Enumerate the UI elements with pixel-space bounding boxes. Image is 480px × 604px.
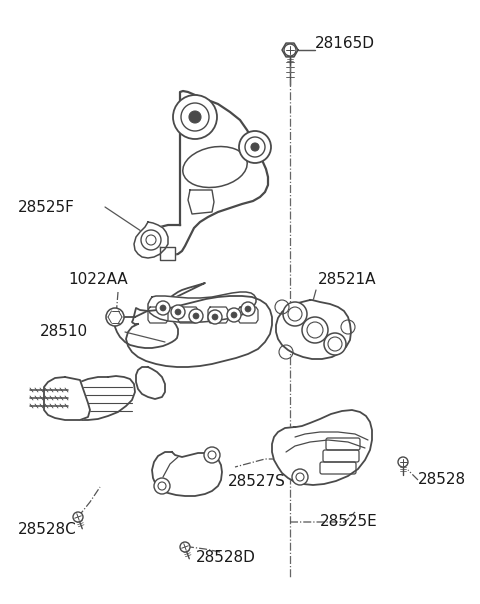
Polygon shape bbox=[160, 247, 175, 260]
Circle shape bbox=[227, 308, 241, 322]
Circle shape bbox=[292, 469, 308, 485]
Circle shape bbox=[398, 457, 408, 467]
Circle shape bbox=[284, 44, 296, 56]
Circle shape bbox=[189, 309, 203, 323]
Circle shape bbox=[241, 302, 255, 316]
Circle shape bbox=[212, 314, 218, 320]
Circle shape bbox=[156, 301, 170, 315]
Polygon shape bbox=[152, 452, 222, 496]
Circle shape bbox=[154, 478, 170, 494]
Text: 28165D: 28165D bbox=[315, 36, 375, 51]
Polygon shape bbox=[272, 410, 372, 485]
Polygon shape bbox=[44, 377, 90, 420]
Circle shape bbox=[171, 305, 185, 319]
Circle shape bbox=[239, 131, 271, 163]
Polygon shape bbox=[136, 367, 165, 399]
Text: 28525E: 28525E bbox=[320, 515, 378, 530]
Polygon shape bbox=[282, 43, 298, 57]
Text: 28528: 28528 bbox=[418, 472, 466, 487]
Circle shape bbox=[160, 305, 166, 311]
Text: 28521A: 28521A bbox=[318, 272, 376, 288]
Polygon shape bbox=[68, 376, 135, 420]
Circle shape bbox=[251, 143, 259, 151]
Circle shape bbox=[283, 302, 307, 326]
Polygon shape bbox=[146, 91, 268, 255]
Text: 28510: 28510 bbox=[40, 324, 88, 339]
Circle shape bbox=[189, 111, 201, 123]
Circle shape bbox=[245, 306, 251, 312]
Circle shape bbox=[204, 447, 220, 463]
Text: 28525F: 28525F bbox=[18, 199, 75, 214]
Polygon shape bbox=[126, 296, 272, 367]
Polygon shape bbox=[115, 283, 205, 348]
Circle shape bbox=[302, 317, 328, 343]
Circle shape bbox=[231, 312, 237, 318]
Polygon shape bbox=[188, 190, 214, 214]
Text: 28528C: 28528C bbox=[18, 522, 77, 538]
Polygon shape bbox=[134, 222, 168, 258]
Circle shape bbox=[324, 333, 346, 355]
Circle shape bbox=[208, 310, 222, 324]
Circle shape bbox=[106, 308, 124, 326]
Circle shape bbox=[173, 95, 217, 139]
Text: 28527S: 28527S bbox=[228, 475, 286, 489]
Circle shape bbox=[141, 230, 161, 250]
Circle shape bbox=[180, 542, 190, 552]
Text: 1022AA: 1022AA bbox=[68, 272, 128, 288]
Polygon shape bbox=[276, 300, 351, 359]
Polygon shape bbox=[148, 292, 256, 322]
Text: 28528D: 28528D bbox=[196, 550, 256, 565]
Circle shape bbox=[73, 512, 83, 522]
Circle shape bbox=[193, 313, 199, 319]
Circle shape bbox=[175, 309, 181, 315]
